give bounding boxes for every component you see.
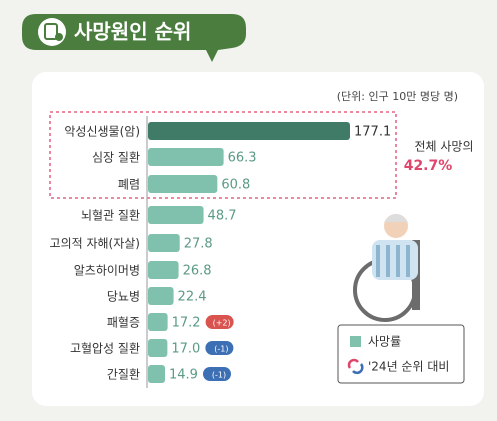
panel (32, 72, 484, 406)
category-label: 심장 질환 (92, 151, 140, 165)
legend-rank-icon-up (347, 358, 359, 369)
annotation-text: 전체 사망의 (414, 140, 473, 154)
value-label: 17.2 (172, 316, 201, 331)
title-icon (38, 18, 66, 46)
category-label: 악성신생물(암) (64, 125, 140, 139)
rank-change: (+2) (213, 319, 231, 328)
bar (148, 148, 224, 166)
value-label: 48.7 (208, 209, 237, 224)
value-label: 26.8 (183, 264, 212, 279)
value-label: 60.8 (221, 178, 250, 193)
rank-badge (205, 315, 234, 329)
value-label: 66.3 (228, 151, 257, 166)
bar (148, 339, 168, 357)
category-label: 고의적 자해(자살) (50, 237, 140, 251)
value-label: 17.0 (171, 342, 200, 357)
category-label: 패혈증 (107, 316, 140, 330)
legend-label: '24년 순위 대비 (368, 360, 449, 374)
bar (148, 287, 174, 305)
category-label: 알츠하이머병 (74, 264, 140, 278)
category-label: 당뇨병 (107, 290, 140, 304)
bar (148, 234, 180, 252)
value-label: 14.9 (169, 368, 198, 383)
rank-change: (-1) (212, 371, 226, 380)
title-icon-dot (55, 33, 63, 41)
wheelchair-illustration (353, 214, 420, 322)
bar (148, 261, 179, 279)
title-icon-shape (44, 23, 58, 40)
bar (148, 313, 168, 331)
bar (148, 122, 350, 140)
legend-box (337, 324, 465, 384)
value-label: 177.1 (354, 125, 391, 140)
value-label: 27.8 (184, 237, 213, 252)
rank-badge (202, 367, 231, 381)
title-tab (22, 14, 246, 62)
bar (148, 206, 204, 224)
legend-label: 사망률 (368, 335, 401, 349)
value-label: 22.4 (178, 290, 207, 305)
chart-title: 사망원인 순위 (74, 20, 191, 44)
legend-rank-icon-down (352, 363, 364, 375)
unit-note: (단위: 인구 10만 명당 명) (337, 90, 458, 103)
category-label: 폐렴 (118, 178, 140, 192)
annotation-value: 42.7% (404, 158, 453, 174)
category-label: 간질환 (107, 368, 140, 382)
rank-badge (205, 341, 234, 355)
category-label: 뇌혈관 질환 (81, 209, 140, 223)
category-label: 고혈압성 질환 (70, 342, 140, 356)
rank-change: (-1) (214, 345, 228, 354)
bar (148, 175, 218, 193)
bar (148, 365, 165, 383)
legend-swatch (350, 336, 361, 347)
